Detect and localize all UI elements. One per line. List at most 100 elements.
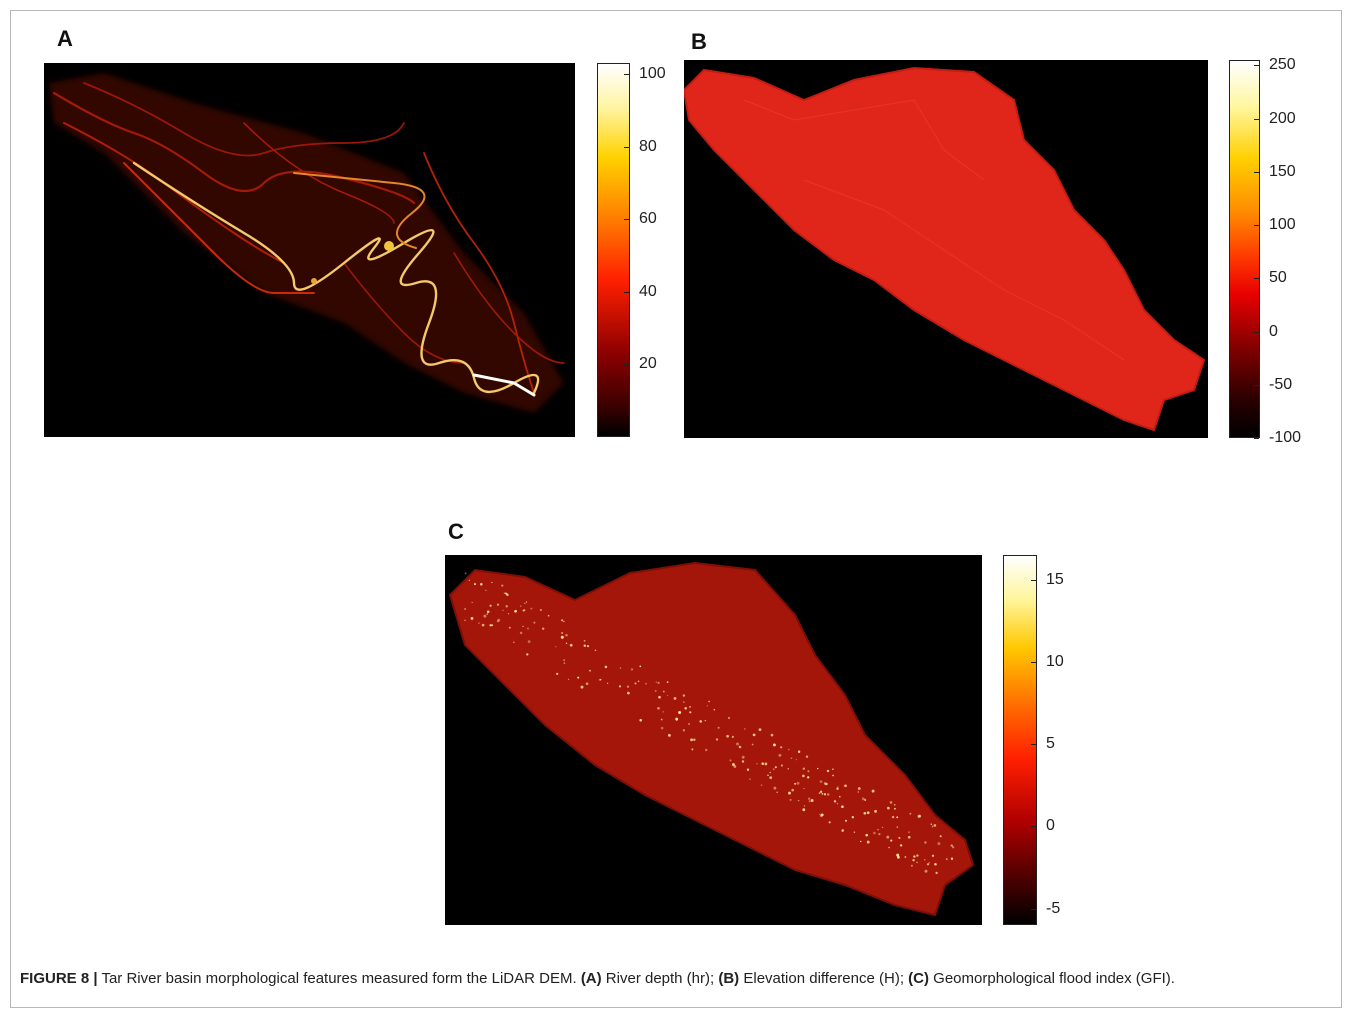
gfi-speck — [773, 786, 777, 790]
colorbar-tick-label: -100 — [1269, 429, 1302, 446]
gfi-speck — [565, 642, 568, 645]
gfi-speck — [675, 717, 679, 721]
caption-text-intro: Tar River basin morphological features m… — [97, 970, 581, 987]
gfi-speck — [726, 734, 729, 738]
gfi-speck — [563, 620, 565, 623]
gfi-speck — [904, 856, 907, 858]
gfi-speck — [662, 711, 664, 713]
gfi-speck — [808, 800, 811, 803]
gfi-speck — [627, 691, 630, 695]
gfi-speck — [945, 858, 948, 860]
gfi-speck — [934, 862, 937, 866]
gfi-speck — [874, 809, 878, 813]
gfi-speck — [489, 624, 492, 627]
gfi-speck — [464, 608, 467, 610]
map-a-river-depth — [44, 63, 575, 437]
gfi-speck — [864, 799, 867, 801]
gfi-speck — [525, 601, 528, 603]
map-c-graphic — [448, 561, 975, 917]
gfi-speck — [756, 763, 758, 765]
gfi-speck — [563, 659, 565, 661]
gfi-speck — [787, 768, 789, 770]
gfi-speck — [803, 787, 805, 790]
gfi-speck — [522, 609, 525, 612]
colorbar-tick-mark — [1254, 278, 1259, 279]
colorbar-tick-mark — [1254, 438, 1259, 439]
gfi-speck — [563, 662, 566, 664]
gfi-speck — [924, 859, 926, 861]
gfi-speck — [859, 840, 862, 843]
gfi-speck — [567, 678, 570, 681]
gfi-speck — [580, 685, 584, 689]
gfi-speck — [738, 745, 742, 749]
gfi-speck — [561, 632, 564, 634]
gfi-speck — [717, 726, 720, 729]
gfi-speck — [751, 743, 754, 746]
gfi-speck — [825, 782, 828, 786]
colorbar-tick-label: 10 — [1046, 653, 1064, 670]
caption-a-text: River depth (hr); — [601, 970, 719, 987]
gfi-speck — [699, 720, 702, 723]
gfi-speck — [909, 812, 912, 815]
gfi-speck — [547, 614, 550, 617]
gfi-speck — [788, 791, 791, 795]
colorbar-tick-label: -50 — [1269, 376, 1293, 393]
colorbar-tick-mark — [1031, 909, 1036, 910]
gfi-speck — [926, 863, 930, 866]
gfi-speck — [819, 813, 821, 816]
gfi-speck — [832, 774, 834, 777]
caption-b-label: (B) — [718, 970, 740, 987]
gfi-speck — [706, 705, 708, 707]
gfi-speck — [533, 621, 536, 624]
gfi-speck — [645, 682, 648, 685]
gfi-speck — [845, 819, 847, 822]
gfi-speck — [736, 742, 739, 746]
colorbar-tick-label: 50 — [1269, 269, 1287, 286]
gfi-speck — [896, 816, 899, 819]
gfi-speck — [897, 855, 900, 859]
gfi-speck — [512, 641, 515, 644]
gfi-speck — [828, 821, 831, 824]
gfi-speck — [660, 718, 663, 721]
gfi-speck — [527, 640, 531, 643]
gfi-speck — [491, 624, 494, 627]
gfi-speck — [556, 672, 559, 676]
colorbar-tick-label: 5 — [1046, 735, 1055, 752]
gfi-speck — [486, 610, 490, 614]
gfi-speck — [772, 743, 776, 747]
gfi-speck — [668, 734, 671, 737]
caption-fig-label: FIGURE 8 | — [20, 970, 98, 987]
gfi-speck — [788, 748, 790, 751]
gfi-speck — [637, 680, 640, 683]
gfi-speck — [491, 581, 493, 584]
gfi-speck — [526, 627, 530, 630]
gfi-speck — [891, 815, 895, 819]
gfi-speck — [471, 601, 473, 604]
gfi-speck — [857, 791, 859, 793]
colorbar-tick-label: 100 — [639, 65, 666, 82]
gfi-speck — [772, 768, 775, 771]
panel-label-a: A — [57, 26, 73, 51]
gfi-speck — [508, 626, 511, 629]
gfi-speck — [794, 782, 797, 785]
gfi-speck — [657, 706, 660, 710]
gfi-speck — [654, 689, 657, 692]
gfi-speck — [950, 857, 954, 860]
gfi-speck — [704, 748, 708, 752]
gfi-speck — [497, 618, 501, 622]
gfi-speck — [708, 700, 710, 703]
gfi-speck — [882, 826, 884, 828]
gfi-speck — [667, 694, 669, 697]
gfi-speck — [898, 836, 900, 839]
gfi-speck — [805, 755, 809, 758]
gfi-speck — [501, 584, 504, 587]
gfi-speck — [797, 799, 800, 802]
gfi-speck — [873, 831, 876, 835]
gfi-speck — [522, 625, 524, 627]
colorbar-tick-label: 80 — [639, 138, 657, 155]
gfi-speck — [514, 609, 517, 613]
figure-caption: FIGURE 8 | Tar River basin morphological… — [20, 968, 1320, 989]
gfi-speck — [896, 853, 900, 857]
gfi-speck — [634, 682, 637, 685]
gfi-speck — [689, 711, 692, 714]
